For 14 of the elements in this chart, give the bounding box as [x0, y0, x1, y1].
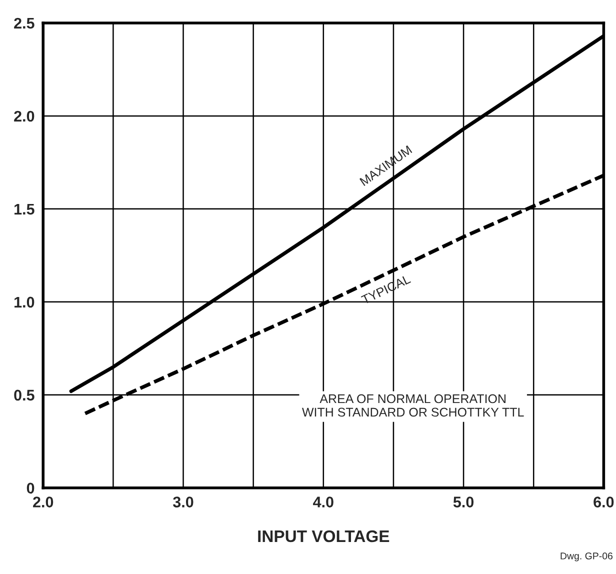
x-tick-label: 5.0: [453, 496, 474, 508]
y-tick-label: 1.5: [14, 204, 34, 215]
text: Dwg. GP-06: [560, 552, 612, 562]
annotation: AREA OF NORMAL OPERATION WITH STANDARD OR SCHOTTKY TTL: [302, 394, 524, 417]
y-tick-label: 0.5: [14, 390, 34, 401]
x-tick-label: 3.0: [172, 496, 194, 508]
y-tick-label: 2.5: [14, 18, 34, 29]
x-tick-label: 6.0: [594, 496, 614, 508]
y-tick-label: 0: [26, 482, 34, 494]
x-tick-label: 4.0: [313, 496, 334, 508]
y-tick-label: 1.0: [14, 296, 34, 308]
x-tick-label: 2.0: [33, 496, 54, 508]
x-axis-title: INPUT VOLTAGE: [258, 530, 390, 542]
y-tick-label: 2.0: [14, 110, 34, 122]
